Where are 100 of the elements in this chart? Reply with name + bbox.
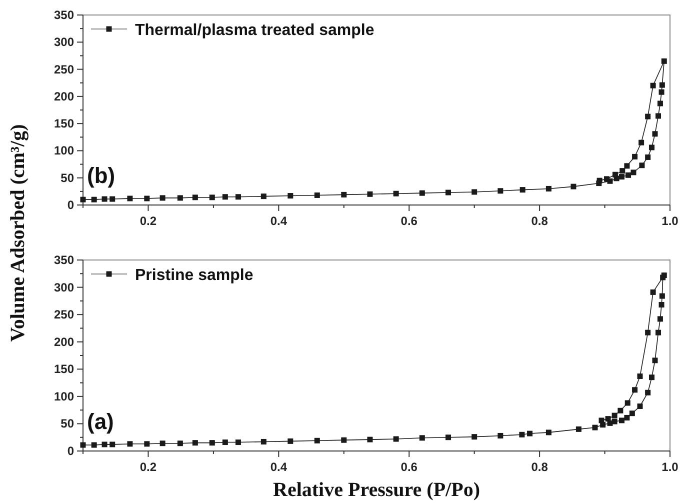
- point: [102, 196, 108, 202]
- point: [393, 436, 399, 442]
- legend-label: Thermal/plasma treated sample: [135, 22, 374, 39]
- point: [80, 442, 86, 448]
- y-tick-label: 300: [54, 280, 74, 294]
- point: [177, 195, 183, 201]
- point: [624, 400, 630, 406]
- point: [472, 434, 478, 440]
- point: [648, 374, 654, 380]
- y-tick-label: 150: [54, 116, 74, 131]
- point: [657, 100, 663, 106]
- point: [659, 293, 665, 299]
- point: [632, 154, 638, 160]
- point: [650, 82, 656, 88]
- point: [648, 144, 654, 150]
- point: [235, 440, 241, 446]
- point: [632, 387, 638, 393]
- y-tick-label: 350: [54, 8, 74, 22]
- point: [626, 172, 632, 178]
- point: [629, 410, 635, 416]
- point: [658, 89, 664, 95]
- point: [127, 441, 133, 447]
- point: [177, 440, 183, 446]
- point: [209, 440, 215, 446]
- point: [222, 194, 228, 200]
- point: [657, 316, 663, 322]
- point: [144, 441, 150, 447]
- point: [498, 432, 504, 438]
- y-tick-label: 100: [54, 389, 74, 404]
- point: [288, 438, 294, 444]
- point: [314, 438, 320, 444]
- y-tick-label: 100: [54, 144, 74, 158]
- point: [659, 82, 665, 88]
- point: [605, 416, 611, 422]
- y-tick-label: 50: [60, 170, 74, 185]
- y-axis-title: Volume Adsorbed (cm³/g): [7, 124, 29, 342]
- point: [596, 178, 602, 184]
- point: [620, 168, 626, 174]
- x-tick-label: 0.6: [400, 214, 418, 228]
- point: [624, 163, 630, 169]
- y-tick-label: 200: [54, 334, 74, 349]
- x-tick-label: 0.4: [270, 214, 288, 228]
- point: [656, 113, 662, 119]
- point: [604, 176, 610, 182]
- text: 1.0: [662, 214, 678, 228]
- point: [637, 373, 643, 379]
- point: [314, 192, 320, 198]
- point: [209, 194, 215, 200]
- point: [127, 196, 133, 202]
- point: [645, 330, 651, 336]
- point: [618, 174, 624, 180]
- point: [419, 435, 425, 441]
- point: [624, 414, 630, 420]
- y-tick-label: 350: [54, 253, 74, 267]
- x-tick-label: 0.4: [270, 460, 288, 474]
- x-tick-label: 0.2: [140, 214, 157, 228]
- point: [618, 418, 624, 424]
- point: [650, 289, 656, 295]
- point: [638, 140, 644, 146]
- point: [288, 193, 294, 199]
- point: [110, 196, 116, 202]
- point: [645, 390, 651, 396]
- point: [445, 190, 451, 196]
- point: [160, 195, 166, 201]
- point: [192, 440, 198, 446]
- point: [612, 418, 618, 424]
- annotation: (b): [87, 163, 116, 188]
- point: [102, 442, 108, 448]
- x-tick-label: 0.6: [400, 460, 418, 474]
- point: [630, 170, 636, 176]
- point: [645, 114, 651, 120]
- y-tick-label: 50: [60, 416, 74, 431]
- y-tick-label: 200: [54, 89, 74, 104]
- y-tick-label: 250: [54, 62, 74, 76]
- annotation: (a): [87, 409, 114, 434]
- point: [656, 330, 662, 336]
- y-tick-label: 0: [67, 444, 74, 458]
- point: [419, 190, 425, 196]
- point: [110, 442, 116, 448]
- point: [520, 187, 526, 193]
- point: [192, 194, 198, 200]
- point: [519, 432, 525, 438]
- point: [445, 434, 451, 440]
- point: [341, 192, 347, 198]
- point: [546, 186, 552, 192]
- point: [652, 358, 658, 364]
- point: [598, 418, 604, 424]
- y-tick-label: 150: [54, 362, 74, 376]
- point: [222, 440, 228, 446]
- point: [612, 412, 618, 418]
- point: [592, 424, 598, 430]
- y-tick-label: 250: [54, 308, 74, 322]
- point: [612, 172, 618, 178]
- point: [367, 191, 373, 197]
- x-tick-label: 0.2: [140, 460, 157, 474]
- y-tick-label: 0: [67, 198, 74, 212]
- point: [658, 302, 664, 308]
- x-tick-label: 0.8: [531, 214, 548, 228]
- point: [498, 188, 504, 194]
- point: [91, 442, 97, 448]
